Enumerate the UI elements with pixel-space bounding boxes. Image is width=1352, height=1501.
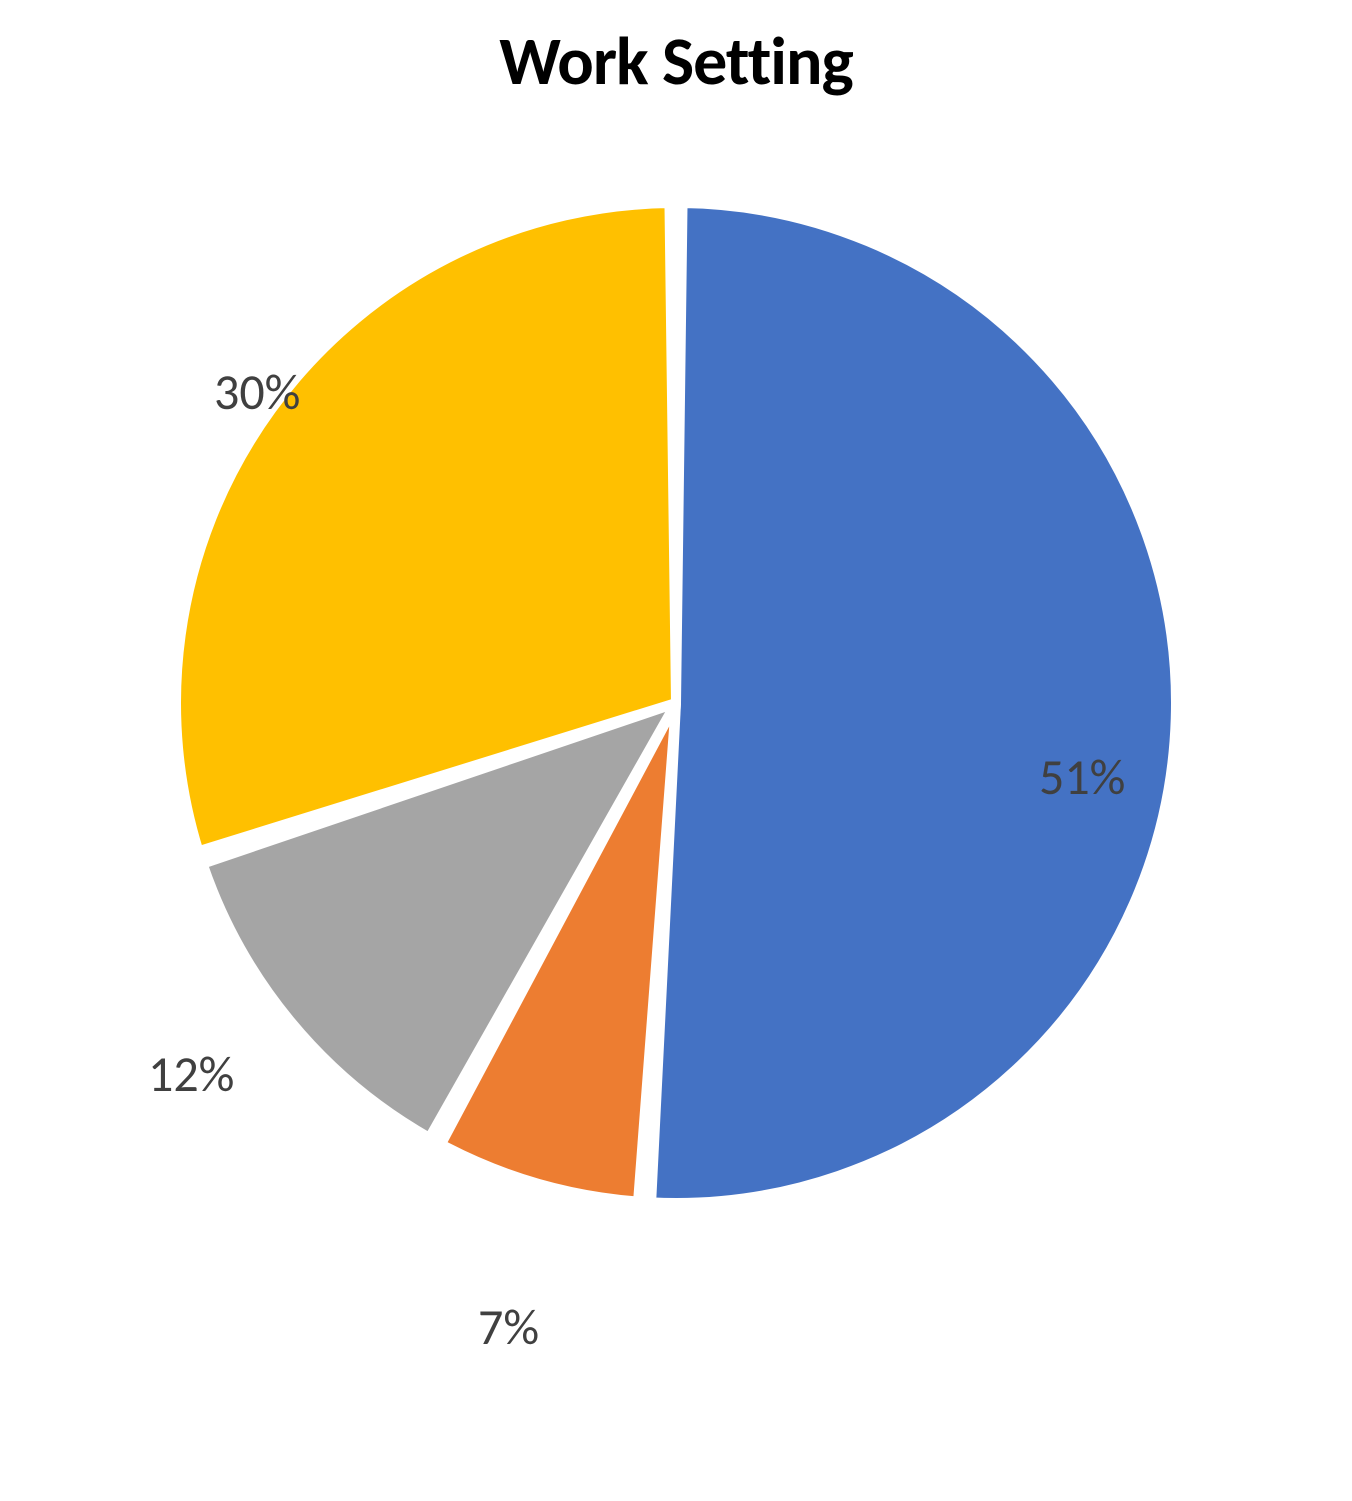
pie-chart-svg	[126, 153, 1226, 1253]
chart-title: Work Setting	[499, 20, 852, 103]
pie-slice-label: 51%	[1039, 747, 1125, 808]
pie-chart-container: 51%7%12%30%	[126, 153, 1226, 1253]
pie-slice	[651, 203, 1176, 1203]
pie-slice-label: 7%	[478, 1297, 539, 1358]
pie-slice-label: 30%	[214, 362, 300, 423]
pie-slice-label: 12%	[148, 1044, 234, 1105]
